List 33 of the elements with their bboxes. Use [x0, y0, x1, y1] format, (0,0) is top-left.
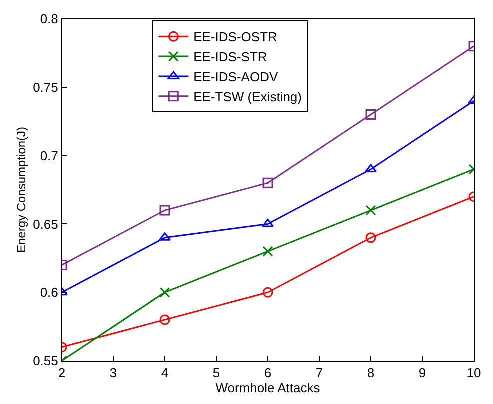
point	[159, 232, 171, 241]
x-tick-label: 7	[316, 366, 324, 381]
legend-label: EE-IDS-STR	[194, 50, 268, 65]
x-tick-label: 10	[466, 366, 482, 381]
x-tick-label: 8	[367, 366, 375, 381]
point	[160, 314, 170, 326]
point	[262, 287, 274, 298]
point	[160, 205, 170, 216]
point	[262, 246, 274, 257]
y-axis-title: Energy Consumption(J)	[14, 126, 28, 254]
x-tick-label: 4	[161, 366, 169, 381]
y-tick-label: 0.6	[40, 285, 58, 300]
legend-label: EE-IDS-AODV	[194, 70, 278, 85]
x-tick-label: 3	[110, 366, 118, 381]
point	[365, 164, 377, 172]
point	[366, 205, 376, 216]
x-tick-label: 2	[58, 366, 66, 381]
y-tick-label: 0.65	[33, 216, 58, 232]
legend-label: EE-IDS-OSTR	[194, 30, 278, 45]
point	[366, 232, 376, 244]
point	[160, 287, 170, 298]
y-tick-label: 0.75	[33, 80, 58, 95]
point	[366, 110, 376, 120]
y-tick-label: 0.7	[40, 148, 58, 164]
y-tick-label: 0.8	[40, 12, 58, 27]
y-tick-label: 0.55	[33, 354, 58, 369]
x-axis-title: Wormhole Attacks	[216, 380, 321, 396]
x-tick-label: 6	[264, 366, 272, 381]
point	[262, 218, 274, 228]
x-tick-label: 5	[212, 366, 220, 381]
x-tick-label: 9	[418, 366, 426, 381]
point	[262, 178, 274, 188]
legend-label: EE-TSW (Existing)	[194, 89, 302, 104]
